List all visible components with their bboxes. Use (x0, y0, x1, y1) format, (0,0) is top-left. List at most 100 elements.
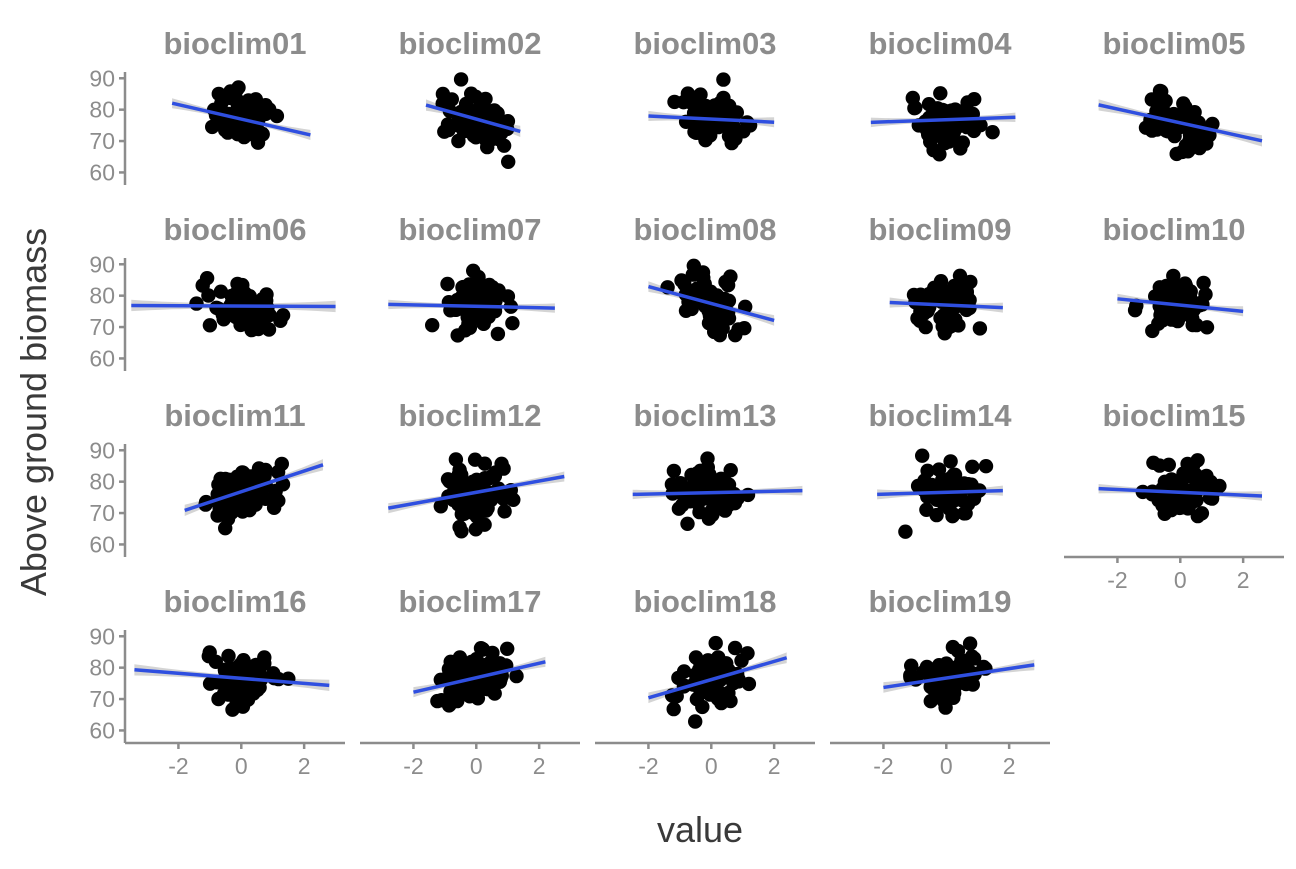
data-point (964, 649, 980, 664)
data-point (1180, 144, 1196, 159)
data-point (945, 677, 961, 693)
data-point (1166, 476, 1181, 492)
data-point (1144, 123, 1160, 138)
y-tick-label: 80 (89, 283, 115, 309)
facet-panel-bioclim01: bioclim01 60 70 80 90 (89, 26, 311, 185)
regression-line (1098, 103, 1263, 143)
y-tick-label: 90 (89, 251, 115, 277)
data-point (1161, 503, 1177, 518)
facet-strip-label: bioclim14 (869, 398, 1013, 433)
regression-line (184, 463, 324, 513)
data-point (669, 689, 684, 704)
data-point (236, 466, 252, 482)
data-point (491, 283, 506, 298)
data-point (454, 506, 469, 522)
x-tick-label: -2 (168, 753, 188, 779)
facet-panel-bioclim09: bioclim09 (869, 212, 1012, 341)
data-point (475, 642, 490, 657)
data-point (250, 682, 265, 698)
data-point (727, 640, 743, 656)
regression-line (134, 668, 330, 688)
data-point (723, 463, 738, 478)
data-point (221, 687, 236, 702)
facet-strip-label: bioclim16 (164, 584, 307, 619)
data-point (898, 524, 913, 539)
data-point (920, 463, 935, 478)
facet-strip-label: bioclim19 (869, 584, 1012, 619)
data-point (212, 501, 227, 516)
y-tick-label: 70 (89, 314, 115, 340)
data-point (945, 639, 961, 655)
data-point (1190, 453, 1205, 468)
facet-strip-label: bioclim11 (164, 398, 305, 433)
data-point (231, 80, 246, 95)
data-point (666, 463, 682, 479)
y-tick-label: 80 (89, 469, 115, 495)
y-tick-label: 70 (89, 686, 115, 712)
data-point (469, 472, 484, 487)
data-point (480, 139, 495, 155)
data-point (1198, 287, 1213, 302)
data-point (274, 456, 289, 472)
facet-panel-bioclim16: bioclim16 60 70 80 90 -2 0 2 (89, 584, 345, 779)
data-point (1180, 501, 1196, 516)
data-point (667, 94, 682, 110)
data-point (941, 490, 957, 506)
facet-strip-label: bioclim15 (1103, 398, 1246, 433)
facet-strip-label: bioclim02 (399, 26, 542, 61)
data-point (978, 459, 994, 474)
data-point (910, 478, 926, 494)
y-tick-label: 70 (89, 128, 115, 154)
data-point (1165, 281, 1180, 296)
facet-strip-label: bioclim13 (634, 398, 777, 433)
data-point (966, 123, 982, 139)
data-point (947, 660, 962, 676)
data-point (235, 699, 251, 714)
data-point (1161, 457, 1177, 472)
data-point (465, 289, 481, 304)
facet-strip-label: bioclim17 (399, 584, 542, 619)
data-point (929, 492, 944, 507)
data-point (932, 285, 947, 300)
data-point (946, 690, 961, 705)
data-point (906, 287, 922, 303)
data-point (479, 128, 494, 143)
regression-line (425, 103, 521, 134)
data-point (710, 691, 726, 706)
data-point (241, 301, 257, 316)
x-tick-label: -2 (873, 753, 893, 779)
data-point (466, 263, 481, 278)
x-tick-label: 2 (298, 753, 311, 779)
data-point (481, 105, 496, 120)
data-point (1173, 291, 1189, 307)
y-tick-label: 90 (89, 437, 115, 463)
x-tick-label: 0 (1174, 567, 1187, 593)
data-point (251, 461, 267, 476)
y-tick-label: 60 (89, 159, 115, 185)
data-point (467, 452, 483, 467)
data-point (953, 104, 968, 119)
regression-line (877, 488, 1003, 497)
data-point (497, 504, 512, 519)
facet-strip-label: bioclim04 (869, 26, 1013, 61)
x-tick-label: 2 (533, 753, 546, 779)
facet-strip-label: bioclim01 (164, 26, 307, 61)
data-point (688, 714, 703, 729)
data-point (943, 454, 958, 469)
data-point (484, 655, 499, 670)
data-point (1166, 268, 1181, 284)
regression-line (632, 488, 803, 497)
x-tick-label: 0 (470, 753, 483, 779)
data-point (248, 657, 263, 673)
facet-strip-label: bioclim06 (164, 212, 307, 247)
regression-line (171, 101, 311, 137)
data-point (452, 462, 467, 477)
data-point (699, 123, 714, 138)
facet-panel-bioclim11: bioclim11 60 70 80 90 (89, 398, 324, 557)
regression-line (889, 300, 1003, 310)
data-point (962, 636, 978, 651)
facet-panel-bioclim12: bioclim12 (387, 398, 565, 539)
data-point (453, 72, 469, 87)
data-point (202, 318, 218, 333)
